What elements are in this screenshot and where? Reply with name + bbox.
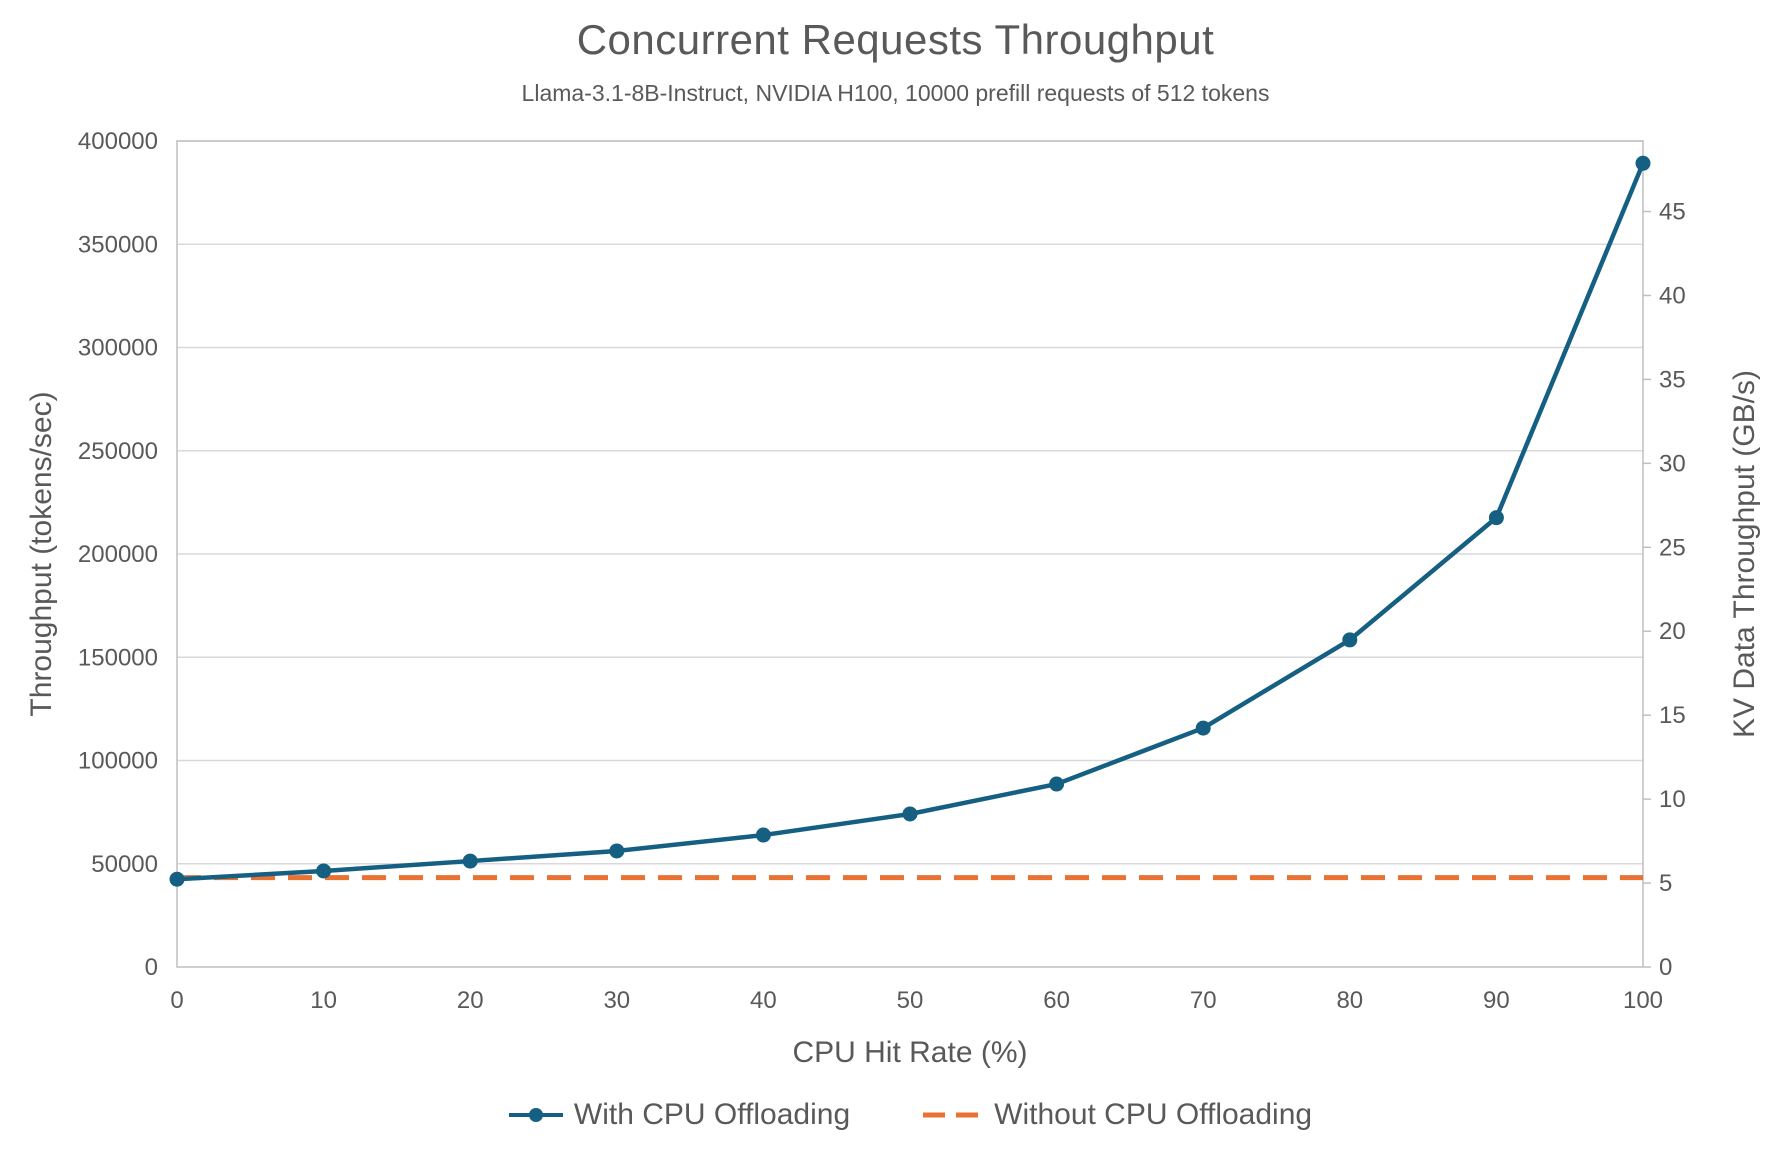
data-point-marker [1049,776,1065,792]
right-axis-tick-label: 10 [1659,786,1686,813]
legend-dashed-line-icon [923,1112,984,1118]
right-axis-tick-label: 20 [1659,618,1686,645]
series-line-with-cpu-offloading [174,161,1646,882]
right-axis-tick-label: 45 [1659,199,1686,226]
left-axis-tick-label: 50000 [91,851,158,878]
data-point-marker [169,871,185,887]
legend-label: With CPU Offloading [573,1098,851,1131]
data-point-marker [462,853,478,869]
x-axis-tick-label: 100 [1623,987,1663,1014]
x-axis-tick-label: 70 [1190,987,1217,1014]
x-axis-tick-label: 20 [457,987,484,1014]
right-axis-title: KV Data Throughput (GB/s) [1728,370,1761,738]
plot-border [176,140,1644,968]
x-axis-tick-label: 80 [1336,987,1363,1014]
x-axis-tick-label: 30 [603,987,630,1014]
chart-title: Concurrent Requests Throughput [576,16,1215,63]
right-axis-tick-label: 0 [1659,954,1672,981]
data-point-marker [1195,720,1211,736]
right-axis-tick-label: 35 [1659,366,1686,393]
left-axis-tick-label: 350000 [78,231,158,258]
data-point-marker [902,806,918,822]
right-axis-tick-label: 25 [1659,534,1686,561]
left-axis-title: Throughput (tokens/sec) [25,391,58,717]
x-axis-tick-label: 10 [310,987,337,1014]
left-axis-tick-label: 250000 [78,438,158,465]
legend-item-with-cpu-offloading: With CPU Offloading [508,1098,850,1132]
data-point-marker [1342,632,1358,648]
x-axis-tick-label: 50 [897,987,924,1014]
legend: With CPU Offloading Without CPU Offloadi… [177,1098,1643,1132]
right-axis-tick-label: 15 [1659,702,1686,729]
left-axis-tick-label: 100000 [78,748,158,775]
right-axis-tick-label: 40 [1659,282,1686,309]
chart-subtitle: Llama-3.1-8B-Instruct, NVIDIA H100, 1000… [521,80,1270,106]
x-axis-tick-label: 60 [1043,987,1070,1014]
legend-label: Without CPU Offloading [994,1098,1313,1131]
x-axis-tick-label: 40 [750,987,777,1014]
data-point-marker [316,863,332,879]
data-point-marker [755,827,771,843]
left-axis-tick-label: 400000 [78,128,158,155]
left-axis-tick-label: 0 [145,954,158,981]
data-point-marker [1635,155,1651,171]
left-axis-tick-label: 150000 [78,644,158,671]
x-axis-tick-label: 0 [170,987,183,1014]
x-axis-title: CPU Hit Rate (%) [792,1036,1028,1069]
legend-line-marker-icon [508,1108,563,1122]
data-point-marker [1488,510,1504,526]
right-axis-tick-label: 5 [1659,870,1672,897]
left-axis-tick-label: 200000 [78,541,158,568]
legend-item-without-cpu-offloading: Without CPU Offloading [922,1098,1312,1132]
left-axis-tick-label: 300000 [78,335,158,362]
x-axis-tick-label: 90 [1483,987,1510,1014]
right-axis-tick-label: 30 [1659,450,1686,477]
data-point-marker [609,843,625,859]
